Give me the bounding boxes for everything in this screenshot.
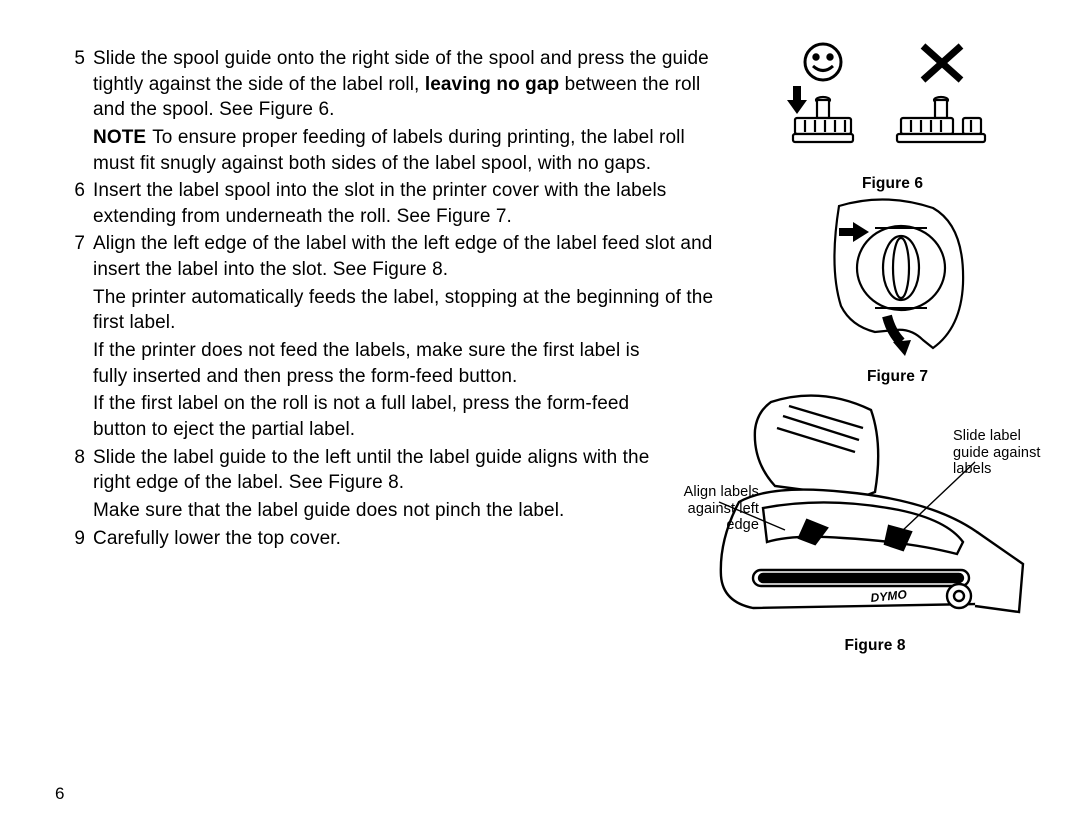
step-text: Slide the label guide to the left until … xyxy=(93,445,653,496)
step7-p2: The printer automatically feeds the labe… xyxy=(93,285,715,336)
page-number: 6 xyxy=(55,783,65,806)
figure8-label-right: Slide label guide against labels xyxy=(953,428,1053,478)
step5-note: NOTETo ensure proper feeding of labels d… xyxy=(93,125,715,176)
figure6-caption: Figure 6 xyxy=(775,174,1010,195)
step-number: 5 xyxy=(55,46,85,72)
step-8: 8 Slide the label guide to the left unti… xyxy=(55,445,715,524)
figure-7: Figure 7 xyxy=(815,198,980,388)
figure-column: Figure 6 xyxy=(715,46,1040,686)
figure8-caption: Figure 8 xyxy=(675,636,1075,657)
step-number: 7 xyxy=(55,231,85,257)
step-text: Carefully lower the top cover. xyxy=(93,526,715,552)
step-number: 9 xyxy=(55,526,85,552)
step8-p2: Make sure that the label guide does not … xyxy=(93,498,653,524)
step-9: 9 Carefully lower the top cover. xyxy=(55,526,715,552)
step-6: 6 Insert the label spool into the slot i… xyxy=(55,178,715,229)
figure-7-illustration xyxy=(815,198,980,363)
step-text: Slide the spool guide onto the right sid… xyxy=(93,46,715,123)
step-text: Insert the label spool into the slot in … xyxy=(93,178,715,229)
figure7-caption: Figure 7 xyxy=(815,367,980,388)
figure-6-illustration xyxy=(775,40,1010,170)
step7-p4: If the first label on the roll is not a … xyxy=(93,391,653,442)
note-text: To ensure proper feeding of labels durin… xyxy=(93,127,685,174)
step-5: 5 Slide the spool guide onto the right s… xyxy=(55,46,715,176)
text-column: 5 Slide the spool guide onto the right s… xyxy=(55,46,715,553)
step5-bold: leaving no gap xyxy=(425,74,559,95)
note-label: NOTE xyxy=(93,127,146,148)
step-number: 8 xyxy=(55,445,85,471)
figure-8: DYMO Align labels against left edge Slid… xyxy=(675,392,1075,657)
step7-p3: If the printer does not feed the labels,… xyxy=(93,338,653,389)
step-number: 6 xyxy=(55,178,85,204)
figure-6: Figure 6 xyxy=(775,40,1010,195)
page-columns: 5 Slide the spool guide onto the right s… xyxy=(55,46,1040,686)
step-text: Align the left edge of the label with th… xyxy=(93,231,715,282)
figure8-label-left: Align labels against left edge xyxy=(667,484,759,534)
manual-page: 5 Slide the spool guide onto the right s… xyxy=(0,0,1080,830)
step-7: 7 Align the left edge of the label with … xyxy=(55,231,715,442)
step-list: 5 Slide the spool guide onto the right s… xyxy=(55,46,715,551)
